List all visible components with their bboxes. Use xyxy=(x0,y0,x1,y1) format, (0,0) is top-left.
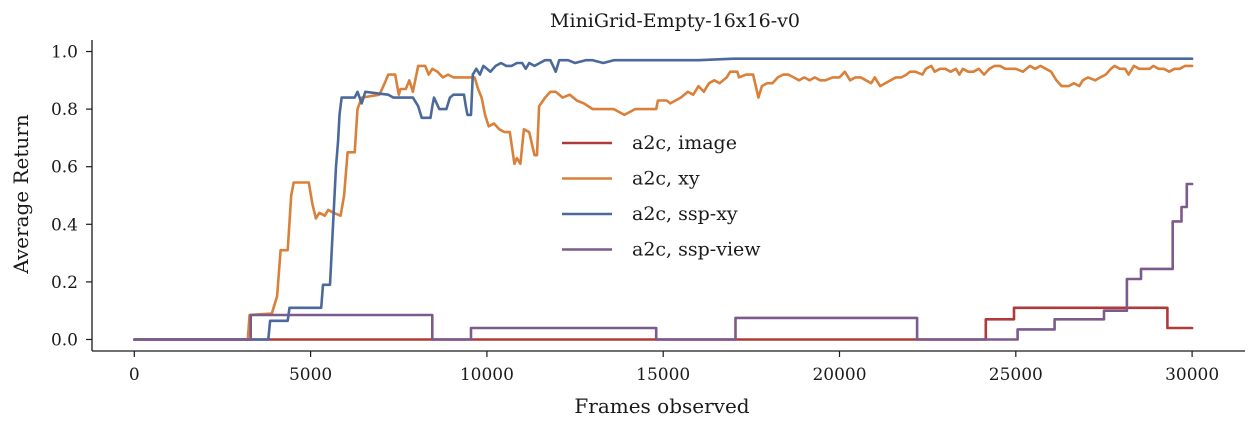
series-line-2 xyxy=(133,64,1194,341)
chart-title: MiniGrid-Empty-16x16-v0 xyxy=(550,10,800,32)
y-axis-label: Average Return xyxy=(9,114,33,275)
series-line-4 xyxy=(133,182,1194,341)
series-line-1 xyxy=(133,306,1194,341)
legend-label: a2c, ssp-view xyxy=(632,239,761,261)
x-tick-label: 0 xyxy=(129,365,140,385)
x-tick-label: 5000 xyxy=(289,365,332,385)
x-axis-ticks: 0 5000 10000 15000 20000 25000 30000 xyxy=(129,351,1219,385)
legend-label: a2c, ssp-xy xyxy=(632,203,738,225)
x-tick-label: 10000 xyxy=(460,365,514,385)
y-tick-label: 0.6 xyxy=(51,158,78,178)
y-axis-ticks: 0.0 0.2 0.4 0.6 0.8 1.0 xyxy=(51,43,92,350)
x-axis-label: Frames observed xyxy=(574,394,749,418)
legend-label: a2c, xy xyxy=(632,168,700,190)
y-tick-label: 0.2 xyxy=(51,273,78,293)
legend: a2c, image a2c, xy a2c, ssp-xy a2c, ssp-vie… xyxy=(562,132,761,261)
legend-label: a2c, image xyxy=(632,132,737,154)
y-tick-label: 0.0 xyxy=(51,330,78,350)
x-tick-label: 30000 xyxy=(1165,365,1219,385)
y-tick-label: 0.4 xyxy=(51,215,78,235)
series-line-3 xyxy=(133,57,1194,341)
x-tick-label: 25000 xyxy=(989,365,1043,385)
y-tick-label: 0.8 xyxy=(51,100,78,120)
y-tick-label: 1.0 xyxy=(51,43,78,63)
plot-area xyxy=(133,57,1194,341)
x-tick-label: 15000 xyxy=(636,365,690,385)
x-tick-label: 20000 xyxy=(812,365,866,385)
axes xyxy=(91,40,1245,352)
